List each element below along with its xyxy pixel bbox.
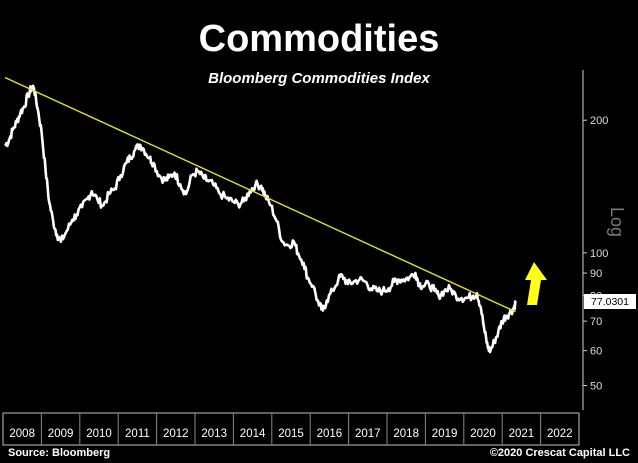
- x-axis-box: [2, 412, 580, 446]
- x-tick-label: 2011: [125, 428, 150, 440]
- y-tick-label: 70: [590, 316, 602, 328]
- y-axis-label: Log: [607, 207, 627, 237]
- x-tick-label: 2020: [470, 428, 496, 440]
- chart-subtitle: Bloomberg Commodities Index: [208, 70, 430, 87]
- series-line-bcom: [3, 84, 517, 354]
- y-tick-label: 100: [590, 248, 608, 260]
- x-tick-label: 2009: [48, 428, 74, 440]
- y-tick-label: 200: [590, 115, 608, 127]
- x-tick-label: 2017: [355, 428, 381, 440]
- x-tick-label: 2012: [163, 428, 189, 440]
- last-value-label: 77.0301: [591, 296, 629, 308]
- x-tick-label: 2008: [9, 428, 35, 440]
- x-tick-label: 2015: [278, 428, 304, 440]
- y-tick-label: 60: [590, 346, 602, 358]
- x-tick-label: 2013: [201, 428, 227, 440]
- trendline: [4, 76, 516, 313]
- x-tick-label: 2014: [240, 428, 266, 440]
- footer-copyright: ©2020 Crescat Capital LLC: [490, 447, 630, 459]
- footer-source: Source: Bloomberg: [8, 447, 110, 459]
- x-tick-label: 2010: [86, 428, 112, 440]
- up-arrow-icon: [525, 262, 547, 305]
- chart-title: Commodities: [199, 18, 440, 60]
- x-tick-label: 2021: [509, 428, 535, 440]
- x-tick-label: 2019: [432, 428, 458, 440]
- x-tick-label: 2022: [547, 428, 573, 440]
- x-ticks: 2008 2009 2010 2011 2012 2013 2014 2015 2016 2017…: [9, 413, 573, 445]
- x-tick-label: 2018: [393, 428, 419, 440]
- y-tick-label: 50: [590, 381, 602, 393]
- x-tick-label: 2016: [317, 428, 343, 440]
- last-value-marker: 77.0301: [584, 294, 636, 309]
- y-tick-label: 90: [590, 268, 602, 280]
